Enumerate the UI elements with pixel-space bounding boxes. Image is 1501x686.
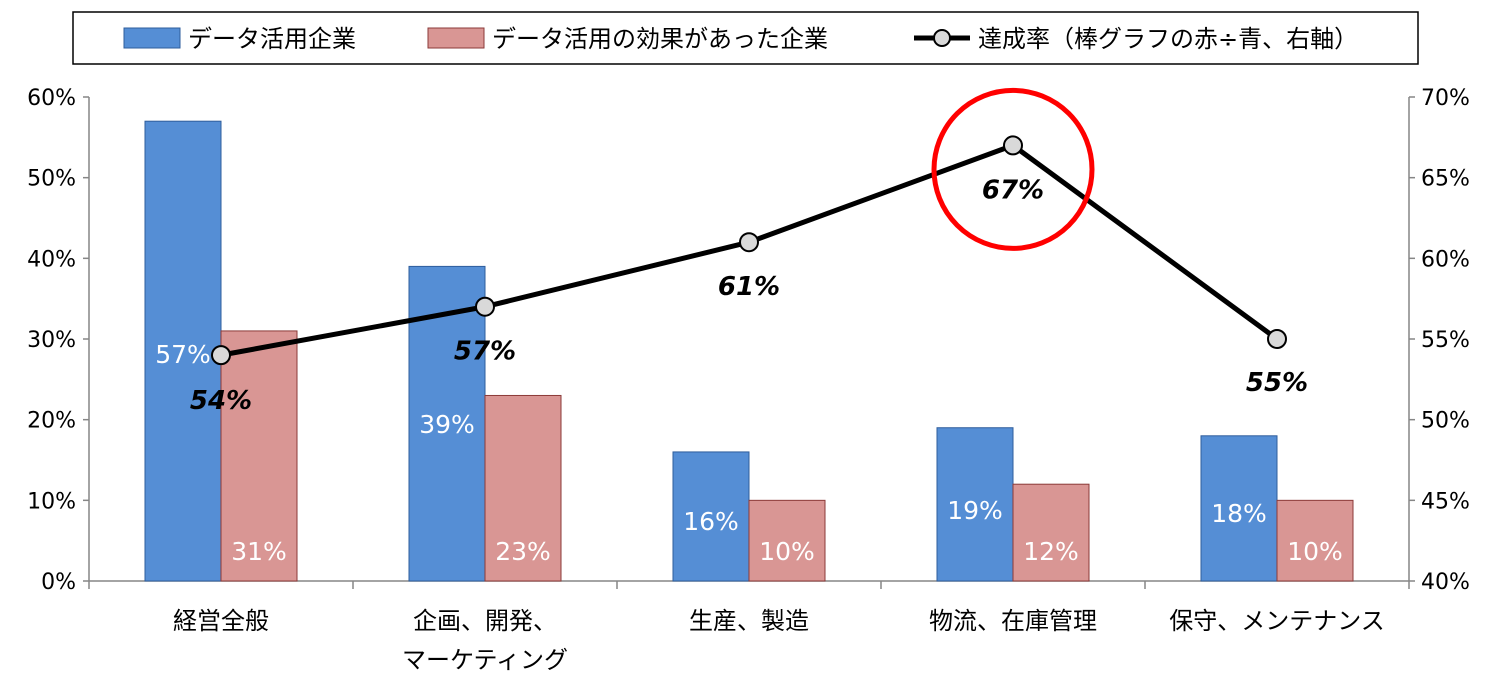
legend-swatch-0 [123, 27, 181, 49]
bar-label-series-1: 31% [231, 537, 287, 566]
bar-series-1 [1012, 483, 1090, 582]
category-label: マーケティング [402, 646, 568, 674]
bar-label-series-0: 57% [155, 340, 211, 369]
line-marker [211, 345, 231, 366]
line-marker [739, 232, 759, 253]
bar-label-series-1: 12% [1023, 537, 1079, 566]
bar-label-series-0: 18% [1211, 499, 1267, 528]
bar-label-series-1: 10% [1287, 537, 1343, 566]
legend-label-2: 達成率（棒グラフの赤÷青、右軸） [978, 25, 1358, 53]
line-label: 67% [982, 175, 1044, 205]
bar-label-series-0: 19% [947, 496, 1003, 525]
y-right-tick-label: 65% [1421, 167, 1470, 192]
line-marker [1003, 135, 1023, 156]
y-right-tick-label: 60% [1421, 247, 1470, 272]
line-label: 54% [190, 386, 252, 416]
y-left-tick-label: 0% [41, 570, 76, 595]
bar-series-1 [484, 394, 562, 582]
line-marker [475, 296, 495, 317]
bar-label-series-0: 16% [683, 507, 739, 536]
bar-label-series-0: 39% [419, 410, 475, 439]
legend-swatch-1 [427, 27, 485, 49]
legend-label-0: データ活用企業 [188, 25, 356, 53]
y-right-tick-label: 55% [1421, 328, 1470, 353]
y-left-tick-label: 30% [27, 328, 76, 353]
bar-series-0 [1200, 435, 1278, 582]
y-left-tick-label: 50% [27, 167, 76, 192]
category-label: 物流、在庫管理 [929, 607, 1097, 635]
bar-series-0 [936, 427, 1014, 582]
y-left-tick-label: 10% [27, 489, 76, 514]
bar-series-1 [748, 499, 826, 582]
line-label: 61% [718, 272, 780, 302]
legend-box [72, 11, 1419, 65]
y-left-tick-label: 20% [27, 409, 76, 434]
data-labels: 57% 39% 16% 19% 18% 31% 23% 10% 12% 10% 54% 57% 61% 6… [155, 175, 1343, 566]
achievement-line [211, 135, 1287, 366]
y-right-tick-label: 70% [1421, 86, 1470, 111]
bars [144, 120, 1354, 582]
highlight-circle [931, 87, 1095, 251]
y-right-tick-label: 50% [1421, 409, 1470, 434]
bar-label-series-1: 23% [495, 537, 551, 566]
line-marker [1267, 329, 1287, 349]
y-left-tick-label: 60% [27, 86, 76, 111]
y-right-tick-label: 45% [1421, 489, 1470, 514]
category-label: 保守、メンテナンス [1169, 607, 1385, 635]
legend-marker-2 [933, 29, 951, 47]
bar-series-1 [220, 330, 298, 582]
legend: データ活用企業 データ活用の効果があった企業 達成率（棒グラフの赤÷青、右軸） [72, 11, 1419, 65]
y-right-tick-label: 40% [1421, 570, 1470, 595]
category-label: 経営全般 [173, 607, 269, 635]
y-left-tick-label: 40% [27, 247, 76, 272]
axes: 0% 10% 20% 30% 40% 50% 60% 40% 45% 50% 55% 60% 65% 70… [27, 86, 1470, 674]
bar-series-1 [1276, 499, 1354, 582]
category-label: 生産、製造 [689, 607, 809, 635]
category-label: 企画、開発、 [413, 607, 557, 635]
line-label: 55% [1246, 368, 1308, 398]
highlight [931, 87, 1095, 251]
bar-label-series-1: 10% [759, 537, 815, 566]
bar-series-0 [144, 120, 222, 582]
line-label: 57% [454, 337, 516, 367]
legend-label-1: データ活用の効果があった企業 [492, 25, 828, 53]
